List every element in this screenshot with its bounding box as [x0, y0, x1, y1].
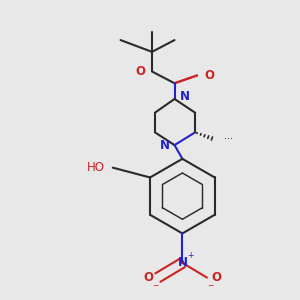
- Text: +: +: [187, 251, 194, 260]
- Text: −: −: [152, 281, 158, 290]
- Text: O: O: [212, 271, 222, 284]
- Text: N: N: [160, 139, 170, 152]
- Text: O: O: [204, 69, 214, 82]
- Text: −: −: [207, 281, 213, 290]
- Text: N: N: [177, 256, 188, 269]
- Text: O: O: [143, 271, 153, 284]
- Text: ···: ···: [224, 134, 232, 144]
- Text: N: N: [179, 91, 189, 103]
- Text: O: O: [135, 65, 145, 78]
- Text: HO: HO: [87, 161, 105, 174]
